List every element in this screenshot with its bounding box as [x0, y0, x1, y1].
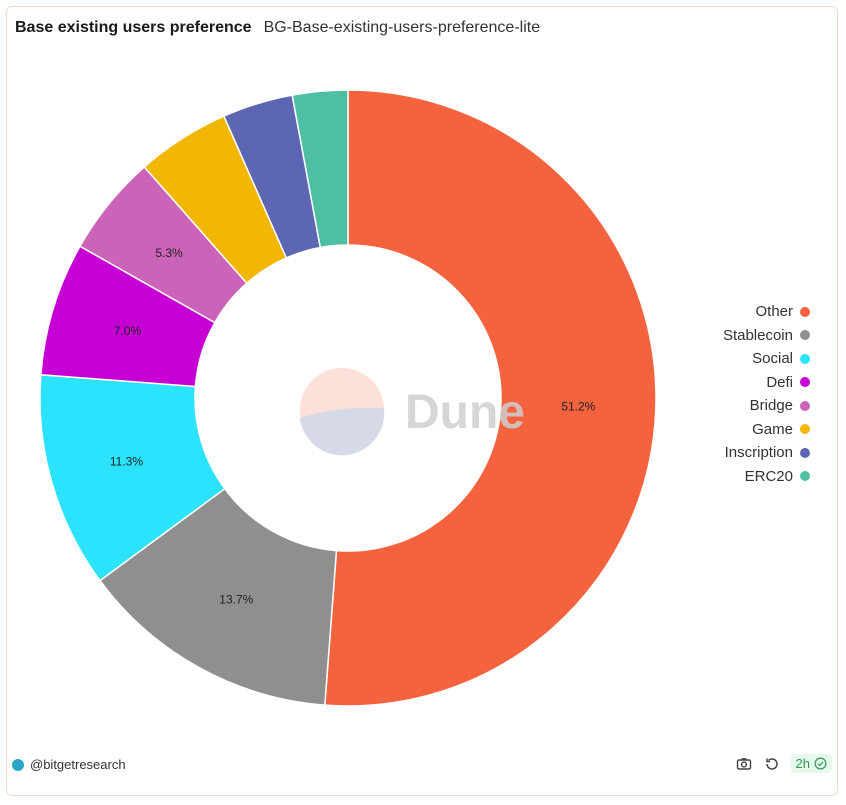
slice-erc20[interactable] [291, 89, 349, 249]
chart-legend: Other Stablecoin Social Defi Bridge Game Inscr… [700, 300, 810, 488]
legend-item-bridge[interactable]: Bridge [700, 394, 810, 418]
dune-logo-bottom [300, 407, 385, 456]
legend-item-inscription[interactable]: Inscription [700, 441, 810, 465]
slice-label-bridge: 5.3% [155, 246, 183, 260]
slice-label-stablecoin: 13.7% [219, 593, 253, 607]
legend-swatch [800, 353, 810, 364]
refresh-age: 2h [795, 756, 810, 771]
legend-label: Bridge [749, 397, 793, 415]
legend-label: Social [752, 350, 793, 368]
footer-actions: 2h [735, 754, 832, 773]
legend-label: Stablecoin [722, 326, 793, 344]
chart-header: Base existing users preference BG-Base-e… [15, 19, 540, 37]
legend-label: Game [752, 420, 793, 438]
dune-watermark: Dune [300, 368, 525, 456]
legend-label: Defi [766, 373, 793, 391]
author-credit[interactable]: @bitgetresearch [12, 757, 126, 772]
query-name[interactable]: BG-Base-existing-users-preference-lite [263, 19, 541, 36]
legend-swatch [800, 447, 810, 458]
slice-other[interactable] [323, 89, 657, 707]
dune-watermark-text: Dune [405, 386, 525, 439]
slice-stablecoin[interactable] [98, 487, 338, 706]
legend-item-game[interactable]: Game [700, 418, 810, 442]
slice-label-other: 51.2% [561, 400, 595, 414]
refresh-status-badge[interactable]: 2h [790, 754, 832, 773]
camera-icon[interactable] [735, 755, 753, 773]
chart-title: Base existing users preference [15, 19, 252, 36]
refresh-icon[interactable] [763, 755, 781, 773]
legend-item-defi[interactable]: Defi [700, 371, 810, 395]
legend-label: Inscription [724, 444, 793, 462]
legend-swatch [800, 330, 810, 341]
legend-item-other[interactable]: Other [700, 300, 810, 324]
legend-swatch [800, 400, 810, 411]
check-circle-icon [814, 757, 827, 770]
legend-swatch [800, 424, 810, 435]
legend-swatch [800, 377, 810, 388]
legend-label: Other [755, 303, 793, 321]
legend-item-stablecoin[interactable]: Stablecoin [700, 324, 810, 348]
author-handle[interactable]: @bitgetresearch [30, 757, 126, 772]
slice-label-social: 11.3% [110, 455, 143, 469]
bitget-avatar-icon [12, 758, 24, 771]
legend-item-social[interactable]: Social [700, 347, 810, 371]
legend-item-erc20[interactable]: ERC20 [700, 465, 810, 489]
legend-label: ERC20 [744, 467, 793, 485]
legend-swatch [800, 471, 810, 482]
legend-swatch [800, 306, 810, 317]
slice-label-defi: 7.0% [114, 324, 142, 338]
